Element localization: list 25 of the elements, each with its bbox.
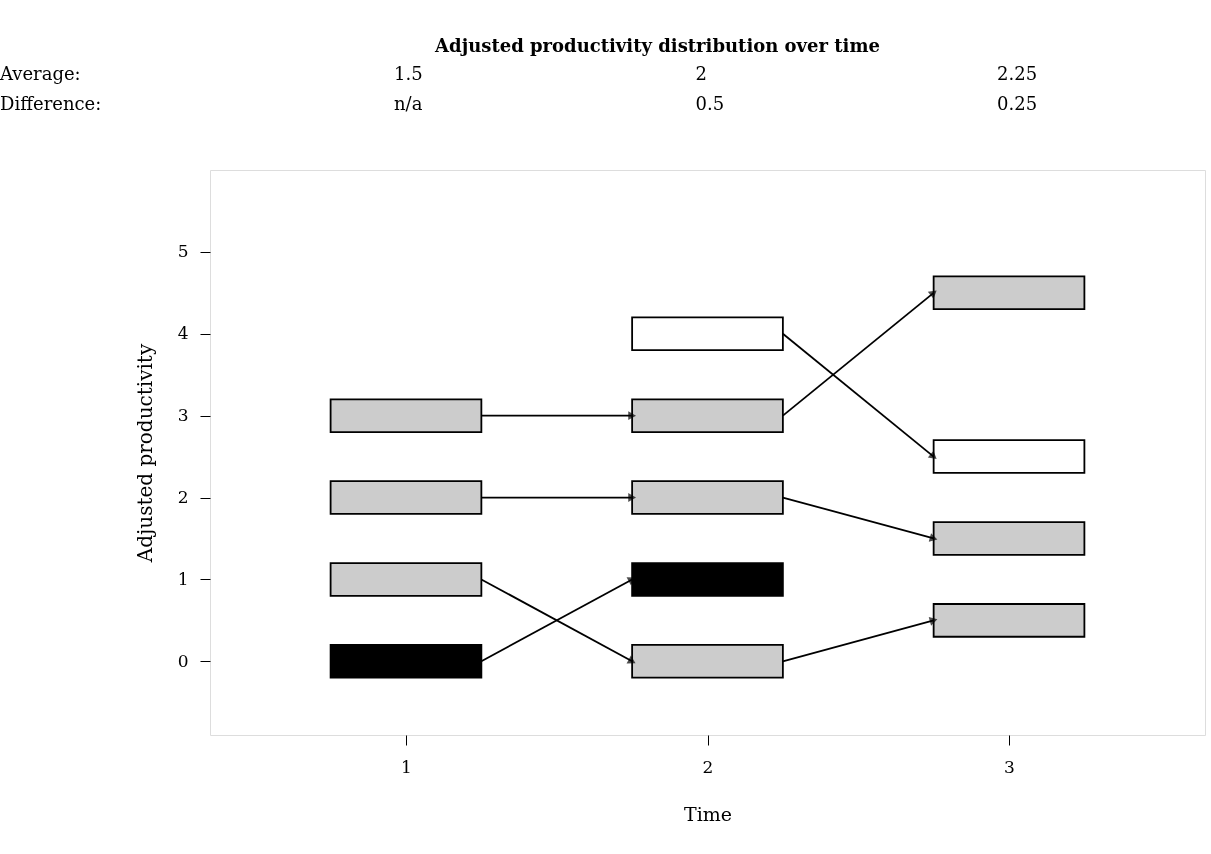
x-tick-label: 1 bbox=[401, 756, 412, 777]
y-tick-label: 5 bbox=[177, 241, 189, 262]
text: Average: bbox=[0, 63, 81, 84]
y-tick-label: 3 bbox=[177, 405, 189, 426]
y-tick-label: 2 bbox=[177, 487, 189, 508]
bar bbox=[932, 521, 1086, 556]
x-tick-label: 2 bbox=[702, 756, 714, 777]
chart-title: Adjusted productivity distribution over time bbox=[434, 35, 880, 56]
text: n/a bbox=[393, 93, 423, 114]
text: 2 bbox=[695, 63, 707, 84]
text: Difference: bbox=[0, 93, 102, 114]
text: 0.25 bbox=[997, 93, 1038, 114]
bar bbox=[932, 603, 1086, 638]
text: 0.5 bbox=[695, 93, 725, 114]
y-tick-label: 1 bbox=[177, 568, 189, 589]
y-axis-title: Adjusted productivity bbox=[132, 343, 157, 564]
text: 2.25 bbox=[997, 63, 1038, 84]
y-tick-label: 0 bbox=[177, 650, 189, 671]
x-tick-label: 3 bbox=[1004, 756, 1015, 777]
y-tick-label: 4 bbox=[177, 323, 189, 344]
bar bbox=[631, 562, 784, 597]
text: 1.5 bbox=[393, 63, 423, 84]
bar bbox=[932, 275, 1086, 311]
x-axis-title: Time bbox=[683, 802, 733, 825]
bar bbox=[932, 439, 1086, 474]
